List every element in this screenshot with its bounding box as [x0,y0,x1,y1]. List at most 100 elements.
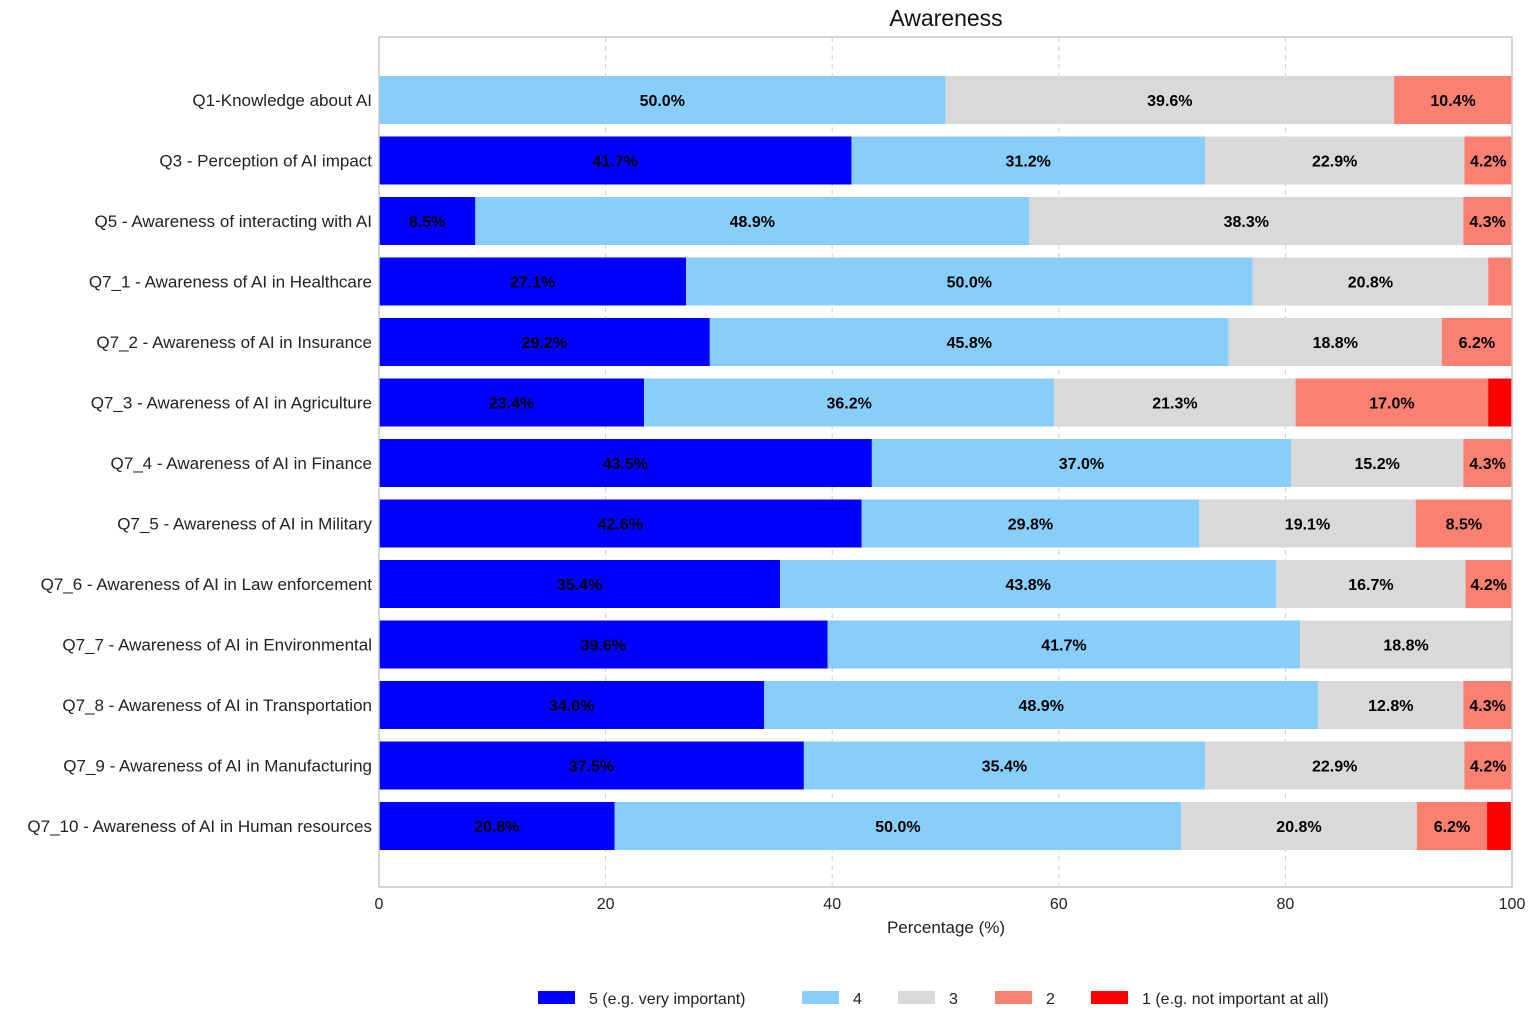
data-label: 23.4% [489,396,534,413]
data-label: 20.8% [1348,275,1393,292]
bar-segment [1300,620,1512,669]
data-label: 41.7% [593,154,638,171]
legend-item: 2 [995,991,1055,1008]
data-label: 35.4% [982,759,1027,776]
data-label: 10.4% [1430,93,1475,110]
plot-frame [378,36,1513,888]
bar-segment [379,136,852,185]
data-label: 16.7% [1348,577,1393,594]
y-category-label: Q7_2 - Awareness of AI in Insurance [96,333,372,352]
x-tick-label: 20 [597,896,615,913]
x-tick-label: 100 [1499,896,1526,913]
data-label: 50.0% [640,93,685,110]
y-category-label: Q7_3 - Awareness of AI in Agriculture [91,394,372,413]
bar-segment [1463,681,1512,729]
bar-segment [1463,197,1512,245]
data-label: 41.7% [1041,638,1086,655]
bar-segment [379,620,828,669]
bar-segment [827,620,1301,669]
data-label: 37.5% [569,759,614,776]
bar-segment [379,741,804,790]
legend-item: 3 [898,991,958,1008]
data-label: 20.8% [474,819,519,836]
data-label: 4.2% [1471,577,1507,594]
data-label: 45.8% [947,335,992,352]
bar-segment [764,681,1319,729]
data-label: 39.6% [1147,93,1192,110]
legend-swatch [898,991,935,1004]
bar-segment [379,499,862,548]
data-label: 4.2% [1470,759,1506,776]
bar-segment [1204,136,1465,185]
y-category-label: Q5 - Awareness of interacting with AI [95,212,373,231]
legend-label: 4 [853,991,862,1008]
bar-segment [861,499,1200,548]
bar-segment [379,378,645,427]
bar-segment [1204,741,1465,790]
legend-swatch [802,991,839,1004]
bar-segment [379,439,872,487]
y-category-label: Q7_1 - Awareness of AI in Healthcare [89,273,372,292]
y-category-label: Q1-Knowledge about AI [192,91,372,110]
data-label: 38.3% [1224,214,1269,231]
data-label: 6.2% [1434,819,1470,836]
data-label: 20.8% [1276,819,1321,836]
data-label: 12.8% [1368,698,1413,715]
bar-segment [780,560,1277,608]
data-label: 50.0% [947,275,992,292]
data-label: 18.8% [1383,638,1428,655]
legend-label: 3 [949,991,958,1008]
x-tick-label: 80 [1277,896,1295,913]
data-label: 27.1% [510,275,555,292]
y-category-label: Q7_8 - Awareness of AI in Transportation [62,696,372,715]
bar-segment [851,136,1205,185]
bar-segment [379,681,765,729]
bar-segment [1054,378,1296,427]
bar-segment [1464,136,1512,185]
bar-segment [1441,318,1512,366]
bar-segment [1276,560,1466,608]
y-category-label: Q3 - Perception of AI impact [159,152,372,171]
data-label: 35.4% [557,577,602,594]
data-label: 4.3% [1469,214,1505,231]
bar-segment [1295,378,1489,427]
y-category-label: Q7_5 - Awareness of AI in Military [117,515,372,534]
legend-item: 4 [802,991,862,1008]
bar-segment [1488,378,1512,427]
legend-label: 1 (e.g. not important at all) [1142,991,1329,1008]
bar-segment [709,318,1229,366]
data-label: 8.5% [1446,517,1482,534]
y-category-label: Q7_4 - Awareness of AI in Finance [111,454,372,473]
bar-segment [475,197,1030,245]
data-label: 8.5% [409,214,445,231]
data-label: 43.5% [603,456,648,473]
bar-segment [1291,439,1464,487]
y-category-label: Q7_9 - Awareness of AI in Manufacturing [63,757,372,776]
bar-segment [1029,197,1464,245]
data-label: 31.2% [1006,154,1051,171]
x-tick-label: 60 [1050,896,1068,913]
bar-segment [379,318,710,366]
bar-segment [1252,257,1489,306]
bar-segment [1415,499,1512,548]
x-tick-label: 40 [823,896,841,913]
data-label: 21.3% [1152,396,1197,413]
y-category-label: Q7_6 - Awareness of AI in Law enforcemen… [41,575,373,594]
bar-segment [1487,802,1511,850]
legend-item: 5 (e.g. very important) [538,991,746,1008]
chart-title: Awareness [889,5,1002,31]
data-label: 34.0% [549,698,594,715]
data-label: 22.9% [1312,759,1357,776]
bar-segment [1199,499,1416,548]
bar-segment [1488,257,1512,306]
bar-segment [1463,439,1512,487]
data-label: 36.2% [827,396,872,413]
data-label: 42.6% [598,517,643,534]
bar-segment [686,257,1253,306]
bar-segment [945,76,1395,124]
legend-label: 5 (e.g. very important) [589,991,746,1008]
bar-segment [644,378,1055,427]
bar-segment [1181,802,1417,850]
data-label: 29.2% [522,335,567,352]
